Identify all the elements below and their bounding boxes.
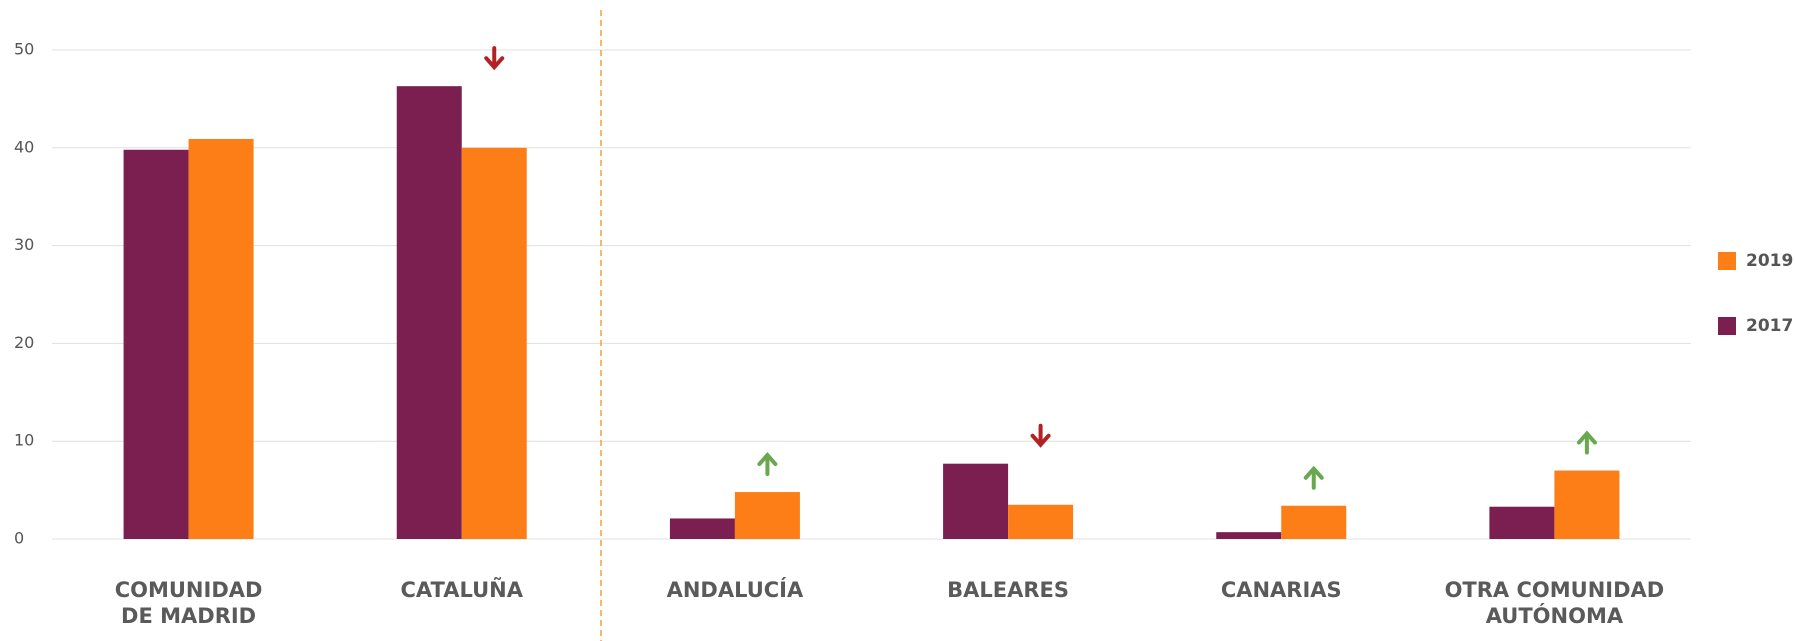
bar [188,138,254,540]
legend-label: 2017 [1746,316,1793,336]
trend-arrow [1303,465,1324,490]
bar [669,518,735,539]
bar [1216,532,1282,539]
x-tick-label: COMUNIDAD DE MADRID [114,578,263,628]
y-tick-label: 0 [14,529,24,548]
x-tick-label: ANDALUCÍA [666,578,804,602]
y-tick-label: 20 [14,333,34,352]
legend-swatch [1718,252,1736,270]
trend-arrow [1576,430,1597,455]
x-tick-label: OTRA COMUNIDAD AUTÓNOMA [1444,578,1665,628]
bar [461,147,527,540]
trend-arrow [484,46,505,71]
y-tick-label: 50 [14,40,34,59]
trend-arrow [1030,423,1051,448]
y-tick-label: 40 [14,137,34,156]
y-tick-label: 30 [14,235,34,254]
trend-arrow [757,452,778,477]
bar [123,149,189,540]
y-tick-label: 10 [14,431,34,450]
bar [734,492,800,539]
bar [396,86,462,539]
x-tick-label: CATALUÑA [400,578,524,602]
x-tick-label: BALEARES [947,578,1070,602]
bar [1281,505,1347,539]
x-tick-label: CANARIAS [1220,578,1342,602]
legend-swatch [1718,317,1736,335]
bar [1554,470,1620,539]
legend-label: 2019 [1746,251,1793,271]
bar [943,463,1009,539]
bar [1008,504,1074,539]
bar [1489,506,1555,539]
